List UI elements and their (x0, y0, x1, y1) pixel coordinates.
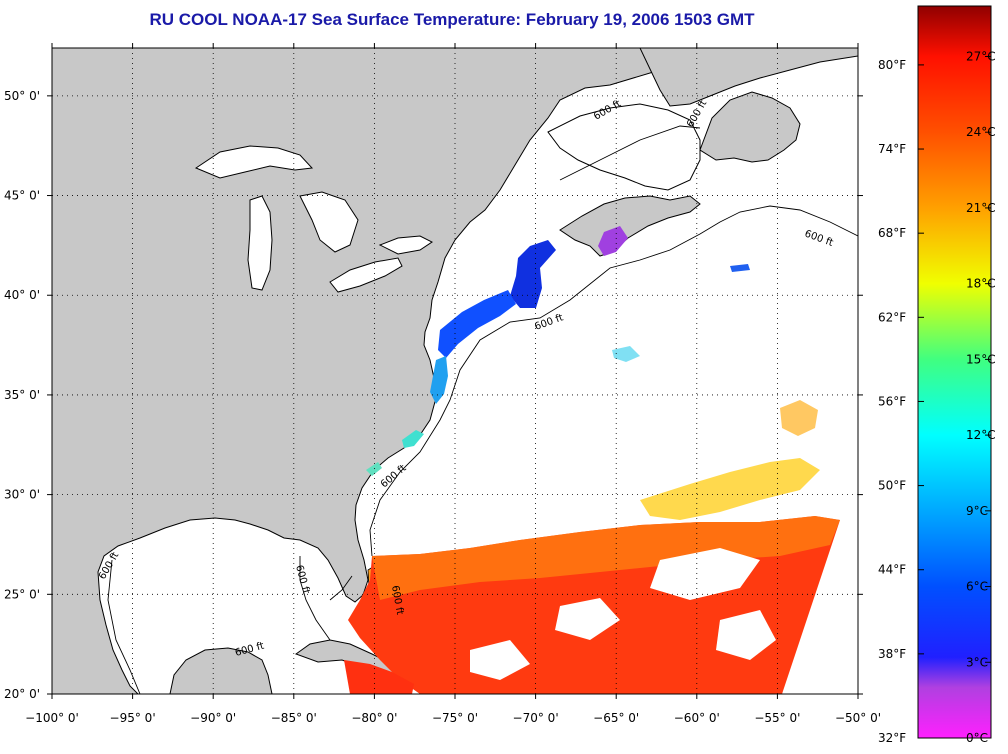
lon-tick-label: −75° 0' (432, 711, 478, 725)
land-nova-scotia (559, 195, 701, 257)
colorbar (917, 5, 992, 739)
sst-cold-shelf-mid-atlantic (438, 290, 516, 358)
colorbar-c-label: 18°C (966, 277, 996, 291)
lat-tick-label: 50° 0' (4, 89, 40, 103)
lat-tick-label: 20° 0' (4, 687, 40, 701)
colorbar-c-label: 24°C (966, 125, 996, 139)
colorbar-f-label: 56°F (878, 394, 906, 408)
lon-tick-label: −80° 0' (351, 711, 397, 725)
colorbar-c-label: 3°C (966, 655, 988, 669)
colorbar-f-label: 68°F (878, 226, 906, 240)
land-newfoundland (699, 91, 801, 163)
lake-erie (329, 257, 403, 293)
sst-cold-shelf-gulf-of-maine (510, 240, 556, 308)
lat-tick-label: 25° 0' (4, 587, 40, 601)
sst-cuba-coast (344, 660, 414, 694)
lon-tick-label: −50° 0' (835, 711, 881, 725)
sst-violet-nova-scotia (598, 226, 628, 256)
sst-cyan-offshore (612, 346, 640, 362)
sst-orange-band (372, 516, 840, 600)
colorbar-c-label: 21°C (966, 201, 996, 215)
land-labrador (639, 48, 858, 107)
colorbar-f-label: 80°F (878, 58, 906, 72)
colorbar-c-label: 27°C (966, 49, 996, 63)
cloud-gap-3 (470, 640, 530, 680)
colorbar-f-label: 50°F (878, 479, 906, 493)
lon-tick-label: −65° 0' (593, 711, 639, 725)
sst-cool-shelf-virginia (430, 356, 448, 404)
colorbar-c-label: 6°C (966, 580, 988, 594)
colorbar-f-label: 62°F (878, 310, 906, 324)
lon-tick-label: −60° 0' (674, 711, 720, 725)
lake-superior (194, 145, 314, 179)
lon-tick-label: −55° 0' (754, 711, 800, 725)
sst-cool-shelf-carolina (402, 430, 424, 448)
colorbar-c-label: 15°C (966, 352, 996, 366)
lake-michigan (247, 195, 273, 291)
colorbar-c-label: 0°C (966, 731, 988, 745)
land-yucatan (169, 647, 273, 694)
lon-tick-label: −70° 0' (513, 711, 559, 725)
sst-yellow-streaks (640, 458, 820, 520)
land-north-america (52, 48, 701, 694)
colorbar-f-label: 32°F (878, 731, 906, 745)
lon-tick-label: −85° 0' (271, 711, 317, 725)
sst-blue-offshore (730, 264, 750, 272)
colorbar-ticks: 0°C 3°C 6°C 9°C 12°C 15°C 18°C 21°C 24°C 27°C 32°F… (878, 49, 996, 745)
great-lakes (194, 145, 433, 293)
cloud-gap-4 (716, 610, 776, 660)
lake-ontario (378, 235, 433, 255)
lat-tick-label: 30° 0' (4, 488, 40, 502)
map-axes: −100° 0' −95° 0' −90° 0' −85° 0' −80° 0' −75°… (4, 43, 881, 725)
lake-huron (299, 191, 359, 253)
lat-tick-label: 45° 0' (4, 189, 40, 203)
lat-tick-label: 35° 0' (4, 388, 40, 402)
cloud-gap-1 (650, 548, 760, 600)
map-plot-area: 600 ft 600 ft 600 ft 600 ft 600 ft 600 f… (52, 48, 858, 694)
lon-tick-label: −100° 0' (25, 711, 79, 725)
sst-yellow-patch (780, 400, 818, 436)
lon-tick-label: −90° 0' (190, 711, 236, 725)
lon-tick-label: −95° 0' (110, 711, 156, 725)
colorbar-c-label: 12°C (966, 428, 996, 442)
lat-tick-label: 40° 0' (4, 288, 40, 302)
colorbar-f-label: 74°F (878, 142, 906, 156)
map-title: RU COOL NOAA-17 Sea Surface Temperature:… (149, 10, 755, 29)
colorbar-c-label: 9°C (966, 504, 988, 518)
colorbar-f-label: 38°F (878, 647, 906, 661)
cloud-gap-2 (555, 598, 620, 640)
colorbar-f-label: 44°F (878, 563, 906, 577)
isobath-600ft (107, 125, 858, 694)
isobath-label: 600 ft (389, 585, 405, 616)
